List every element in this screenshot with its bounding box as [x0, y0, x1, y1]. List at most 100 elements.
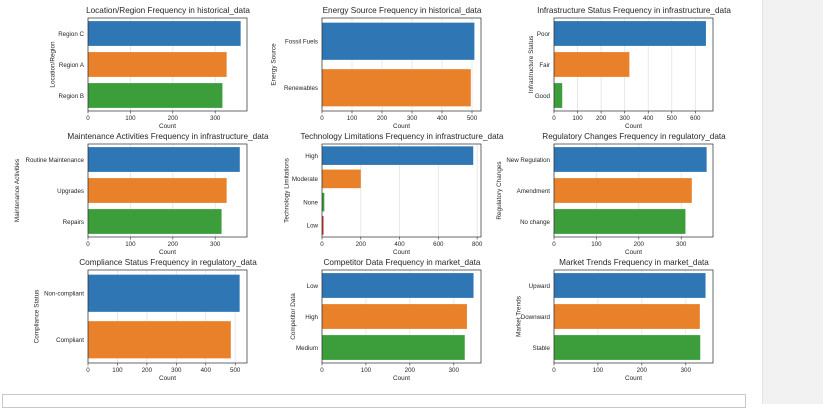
y-tick-label: Downward [521, 314, 551, 321]
y-axis-label: Location/Region [49, 41, 56, 88]
x-tick-label: 100 [361, 367, 372, 374]
y-axis-label: Energy Source [271, 43, 278, 86]
x-tick-label: 200 [377, 115, 388, 122]
bar-downward [554, 304, 700, 329]
y-tick-label: Good [535, 93, 551, 100]
x-axis-label: Count [393, 123, 410, 130]
x-tick-label: 100 [125, 241, 136, 248]
y-tick-label: Fair [539, 62, 550, 69]
x-tick-label: 200 [142, 367, 153, 374]
x-tick-label: 500 [230, 367, 241, 374]
bar-compliant [88, 321, 231, 359]
x-tick-label: 500 [467, 115, 478, 122]
bar-repairs [88, 209, 222, 234]
x-tick-label: 100 [572, 115, 583, 122]
chart-title: Market Trends Frequency in market_data [559, 258, 709, 267]
y-tick-label: Upward [529, 283, 551, 290]
x-axis-label: Count [393, 375, 410, 382]
y-tick-label: Poor [537, 31, 550, 38]
x-tick-label: 400 [394, 241, 405, 248]
y-tick-label: Repairs [63, 219, 84, 226]
x-tick-label: 200 [634, 241, 645, 248]
x-tick-label: 0 [86, 115, 90, 122]
bar-stable [554, 335, 701, 360]
bar-region-b [88, 83, 223, 108]
y-tick-label: Routine Maintenance [26, 157, 85, 164]
x-tick-label: 300 [676, 241, 687, 248]
subplot-7: Non-compliant Compliant 0 100 200 300 400 500 Co… [33, 258, 257, 382]
x-tick-label: 200 [168, 115, 179, 122]
x-tick-label: 0 [320, 115, 324, 122]
x-tick-label: 0 [552, 115, 556, 122]
x-tick-label: 200 [637, 367, 648, 374]
bar-high [322, 146, 474, 165]
subplot-2: Fossil Fuels Renewables 0 100 200 300 400 500 Co… [271, 6, 482, 130]
x-axis-label: Count [625, 249, 642, 256]
x-tick-label: 500 [667, 115, 678, 122]
chart-title: Energy Source Frequency in historical_da… [323, 6, 482, 15]
y-tick-label: None [303, 199, 318, 206]
y-axis-label: Infrastructure Status [528, 36, 535, 94]
x-tick-label: 0 [86, 367, 90, 374]
x-axis-label: Count [159, 249, 176, 256]
x-tick-label: 400 [643, 115, 654, 122]
y-tick-label: Amendment [517, 188, 551, 195]
next-notebook-cell[interactable] [2, 394, 746, 408]
y-tick-label: Region C [58, 31, 84, 38]
bar-amendment [554, 178, 692, 203]
x-tick-label: 400 [437, 115, 448, 122]
bar-upward [554, 273, 706, 298]
bar-no-change [554, 209, 686, 234]
bar-non-compliant [88, 274, 240, 312]
vertical-scrollbar[interactable] [762, 0, 823, 404]
x-tick-label: 0 [552, 241, 556, 248]
subplot-6: New Regulation Amendment No change 0 100 200 3… [496, 132, 726, 256]
y-tick-label: New Regulation [506, 157, 550, 164]
x-tick-label: 0 [320, 241, 324, 248]
y-axis-label: Maintenance Activities [14, 159, 21, 222]
x-tick-label: 600 [433, 241, 444, 248]
bar-low [322, 216, 324, 235]
bar-upgrades [88, 178, 227, 203]
plot-frame [321, 17, 482, 112]
subplot-3: Poor Fair Good 0 100 200 300 400 500 600 Count Infr… [528, 6, 731, 130]
subplot-1: Region C Region A Region B 0 100 200 300 Count L… [49, 6, 250, 130]
x-tick-label: 300 [407, 115, 418, 122]
y-tick-label: Region A [59, 62, 85, 69]
subplot-8: Low High Medium 0 100 200 300 Count Competitor D… [290, 258, 482, 382]
bar-low [322, 273, 474, 298]
y-tick-label: Non-compliant [44, 291, 84, 298]
x-tick-label: 100 [591, 241, 602, 248]
plot-frame [553, 269, 714, 364]
y-tick-label: Moderate [292, 176, 319, 183]
y-tick-label: Low [307, 223, 319, 230]
y-tick-label: Region B [59, 93, 84, 100]
x-tick-label: 300 [210, 241, 221, 248]
bar-good [554, 83, 563, 108]
y-axis-label: Compliance Status [33, 290, 40, 344]
x-tick-label: 300 [171, 367, 182, 374]
x-axis-label: Count [625, 123, 642, 130]
bar-moderate [322, 169, 361, 189]
bar-new-regulation [554, 147, 707, 172]
plot-frame [553, 17, 714, 112]
chart-title: Technology Limitations Frequency in infr… [301, 132, 504, 141]
subplot-4: Routine Maintenance Upgrades Repairs 0 100 20… [14, 132, 269, 256]
bar-high [322, 304, 467, 329]
x-tick-label: 200 [356, 241, 367, 248]
chart-title: Infrastructure Status Frequency in infra… [537, 6, 731, 15]
plot-frame [553, 143, 714, 238]
y-tick-label: High [305, 314, 318, 321]
chart-title: Location/Region Frequency in historical_… [86, 6, 250, 15]
bar-fair [554, 52, 630, 77]
plot-frame [87, 269, 248, 364]
bar-poor [554, 21, 706, 46]
x-tick-label: 100 [125, 115, 136, 122]
y-tick-label: No change [520, 219, 550, 226]
x-tick-label: 400 [201, 367, 212, 374]
x-axis-label: Count [159, 123, 176, 130]
subplot-9: Upward Downward Stable 0 100 200 300 Count Marke… [515, 258, 714, 382]
y-axis-label: Market Trends [515, 296, 522, 337]
y-tick-label: Fossil Fuels [285, 39, 318, 46]
y-tick-label: Renewables [284, 85, 318, 92]
